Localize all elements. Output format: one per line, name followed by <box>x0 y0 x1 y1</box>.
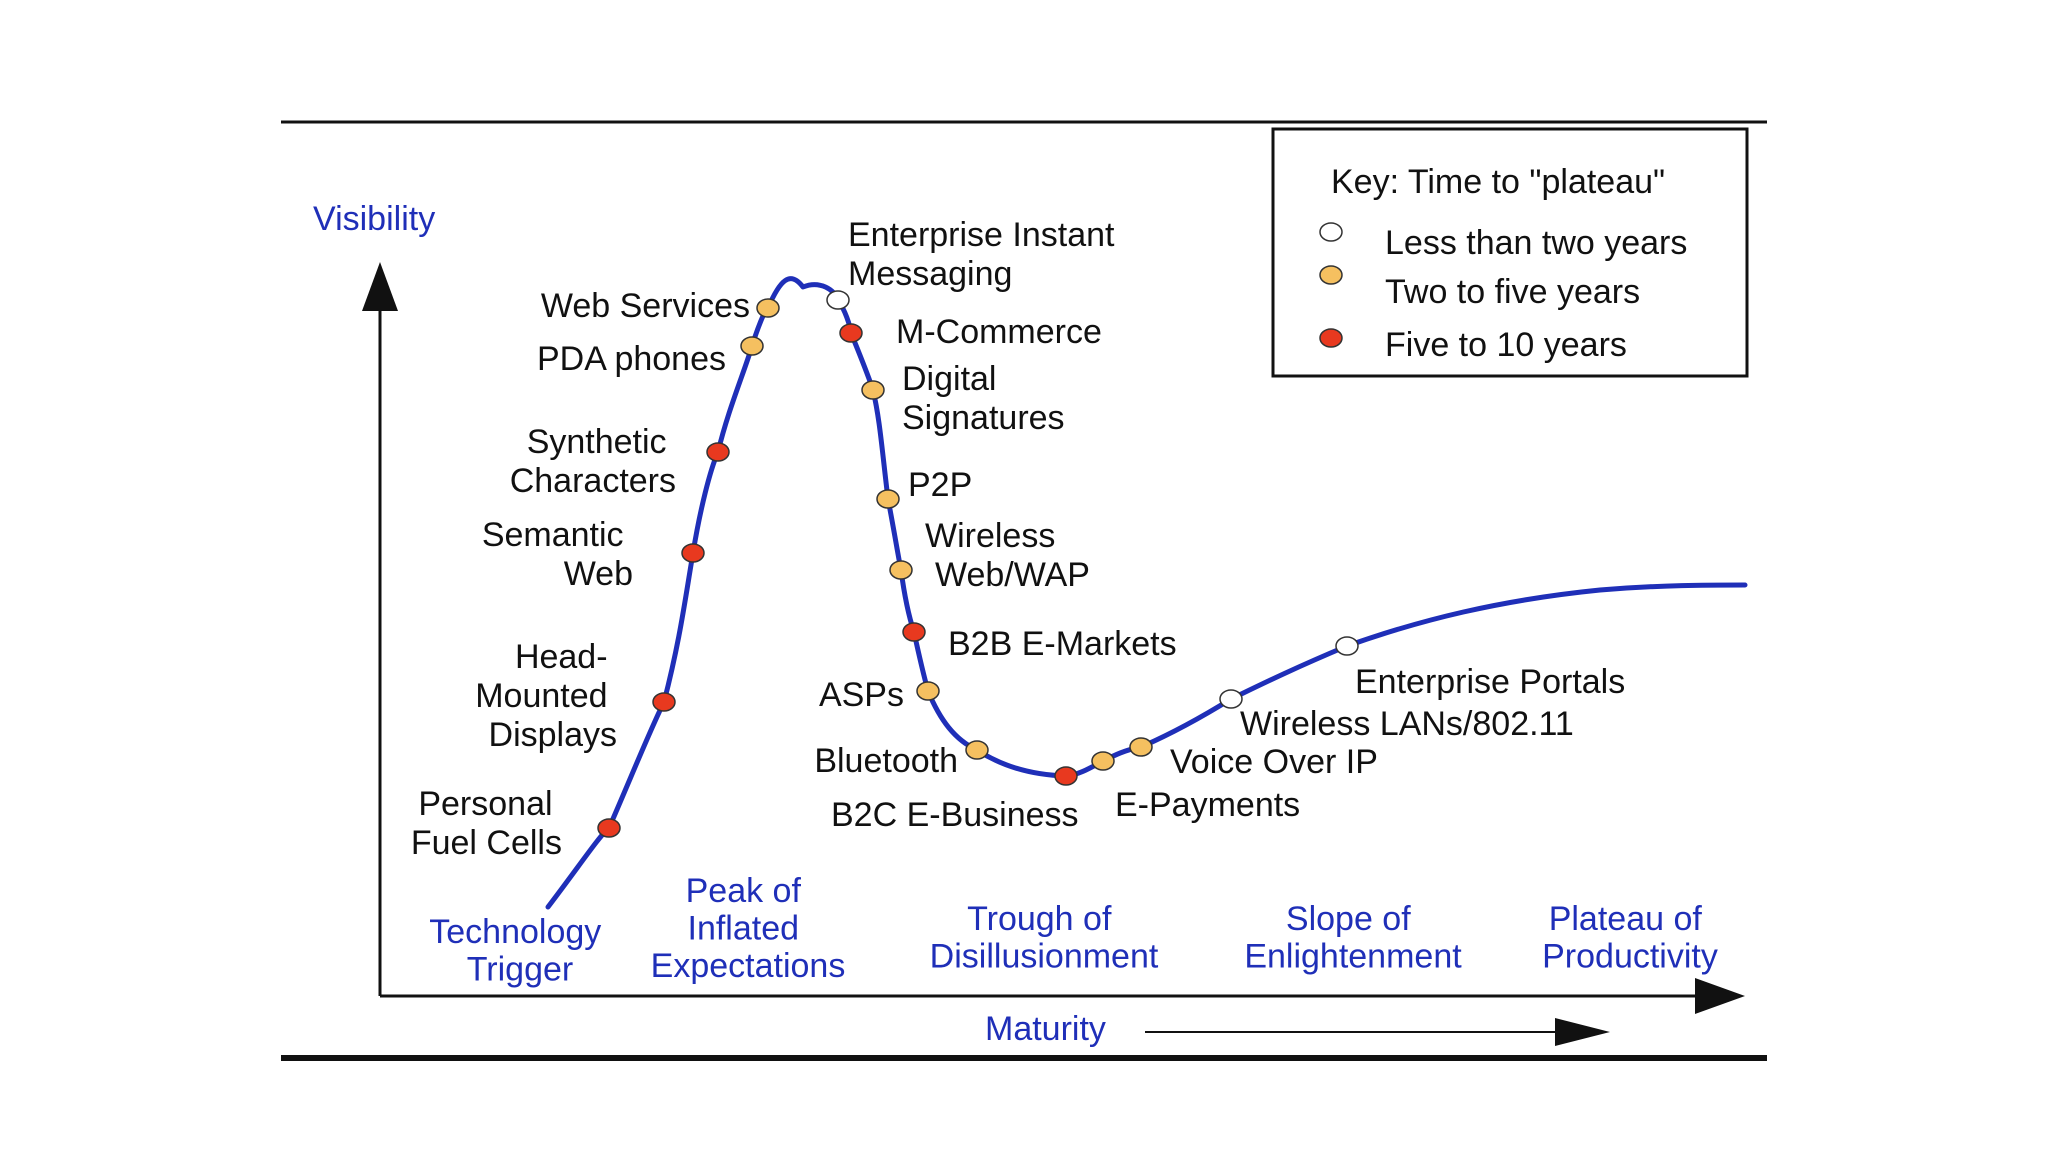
marker-asps <box>916 681 940 701</box>
label-p2p: P2P <box>908 466 972 504</box>
phase-line: Trough of <box>967 900 1112 938</box>
legend-box: Key: Time to "plateau" Less than two yea… <box>1271 127 1749 378</box>
marker-head-mounted-displays <box>652 692 676 712</box>
label-line: Enterprise Instant <box>848 216 1115 254</box>
marker-enterprise-portals <box>1335 636 1359 656</box>
marker-b2c-e-business <box>1054 766 1078 786</box>
phase-trough-of-disillusionment: Trough of Disillusionment <box>930 900 1159 975</box>
label-line: Digital <box>902 360 996 398</box>
marker-wireless-web-wap <box>889 560 913 580</box>
label-line: Wireless <box>925 517 1055 555</box>
phase-technology-trigger: Technology Trigger <box>429 913 610 988</box>
maturity-arrowhead <box>1555 1018 1610 1046</box>
label-b2b-e-markets: B2B E-Markets <box>948 625 1177 663</box>
phase-slope-of-enlightenment: Slope of Enlightenment <box>1244 900 1462 975</box>
y-axis-arrowhead <box>362 262 398 311</box>
label-head-mounted-displays: Head- Mounted Displays <box>475 638 617 754</box>
label-web-services: Web Services <box>541 287 750 325</box>
marker-voice-over-ip <box>1129 737 1153 757</box>
x-axis-arrowhead <box>1695 978 1745 1014</box>
legend-title: Key: Time to "plateau" <box>1331 163 1665 201</box>
label-digital-signatures: Digital Signatures <box>902 360 1065 437</box>
legend-marker-2to5 <box>1319 265 1343 285</box>
phase-line: Plateau of <box>1549 900 1703 938</box>
x-axis-label: Maturity <box>985 1010 1106 1048</box>
label-wireless-web-wap: Wireless Web/WAP <box>925 517 1090 594</box>
phase-line: Disillusionment <box>930 937 1159 975</box>
phase-line: Productivity <box>1542 937 1718 975</box>
label-line: Head- <box>515 638 608 676</box>
label-line: Messaging <box>848 255 1012 293</box>
marker-wireless-lans <box>1219 689 1243 709</box>
label-line: Personal <box>418 785 552 823</box>
phase-line: Expectations <box>651 947 846 985</box>
phase-line: Inflated <box>688 909 800 947</box>
legend-label-2to5: Two to five years <box>1385 273 1640 311</box>
label-line: Mounted <box>475 677 607 715</box>
label-wireless-lans: Wireless LANs/802.11 <box>1240 705 1574 743</box>
label-b2c-e-business: B2C E-Business <box>831 796 1079 834</box>
label-voice-over-ip: Voice Over IP <box>1170 743 1378 781</box>
label-m-commerce: M-Commerce <box>896 313 1102 351</box>
label-e-payments: E-Payments <box>1115 786 1300 824</box>
label-line: Signatures <box>902 399 1065 437</box>
label-pda-phones: PDA phones <box>537 340 726 378</box>
label-line: Synthetic <box>527 423 667 461</box>
label-line: Characters <box>510 462 676 500</box>
legend-frame <box>1271 127 1749 378</box>
label-semantic-web: Semantic Web <box>482 516 633 593</box>
phase-plateau-of-productivity: Plateau of Productivity <box>1542 900 1718 975</box>
phase-line: Enlightenment <box>1244 937 1462 975</box>
marker-b2b-e-markets <box>902 622 926 642</box>
marker-bluetooth <box>965 740 989 760</box>
label-asps: ASPs <box>819 676 904 714</box>
phase-peak-of-inflated-expectations: Peak of Inflated Expectations <box>651 872 846 985</box>
label-line: Web <box>564 555 633 593</box>
marker-enterprise-instant-messaging <box>826 290 850 310</box>
label-enterprise-instant-messaging: Enterprise Instant Messaging <box>848 216 1124 293</box>
phase-line: Slope of <box>1286 900 1411 938</box>
marker-semantic-web <box>681 543 705 563</box>
label-line: Displays <box>489 716 617 754</box>
phase-line: Trigger <box>467 950 573 988</box>
label-bluetooth: Bluetooth <box>814 742 958 780</box>
marker-e-payments <box>1091 751 1115 771</box>
label-enterprise-portals: Enterprise Portals <box>1355 663 1625 701</box>
marker-p2p <box>876 489 900 509</box>
legend-marker-lt2 <box>1319 222 1343 242</box>
marker-synthetic-characters <box>706 442 730 462</box>
marker-web-services <box>756 298 780 318</box>
legend-label-5to10: Five to 10 years <box>1385 326 1627 364</box>
label-line: Semantic <box>482 516 624 554</box>
label-line: Web/WAP <box>935 556 1090 594</box>
legend-marker-5to10 <box>1319 328 1343 348</box>
phase-line: Peak of <box>686 872 802 910</box>
y-axis-label: Visibility <box>313 200 435 238</box>
label-personal-fuel-cells: Personal Fuel Cells <box>411 785 562 862</box>
marker-personal-fuel-cells <box>597 818 621 838</box>
label-synthetic-characters: Synthetic Characters <box>510 423 676 500</box>
marker-digital-signatures <box>861 380 885 400</box>
label-line: Fuel Cells <box>411 824 562 862</box>
marker-pda-phones <box>740 336 764 356</box>
phase-line: Technology <box>429 913 601 951</box>
legend-label-lt2: Less than two years <box>1385 224 1687 262</box>
marker-m-commerce <box>839 323 863 343</box>
